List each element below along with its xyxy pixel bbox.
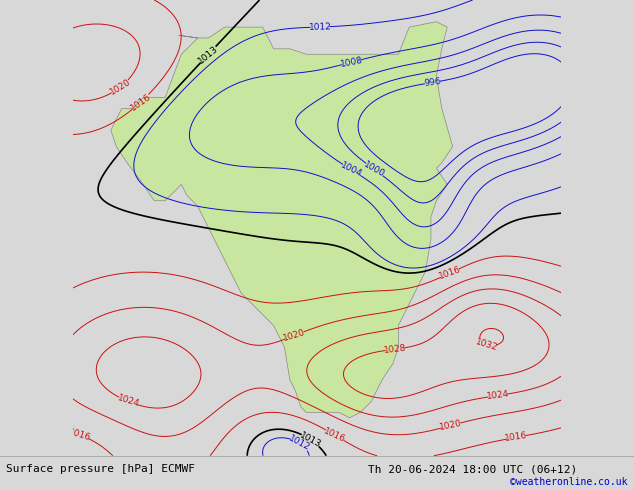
Text: 1016: 1016 — [437, 265, 462, 281]
Text: 1012: 1012 — [287, 434, 312, 453]
Text: 1016: 1016 — [323, 426, 347, 444]
Text: 1020: 1020 — [282, 328, 307, 343]
Text: 1013: 1013 — [298, 430, 323, 449]
Text: 1012: 1012 — [308, 22, 332, 32]
Text: Surface pressure [hPa] ECMWF: Surface pressure [hPa] ECMWF — [6, 465, 195, 474]
Polygon shape — [111, 22, 453, 417]
Text: 1020: 1020 — [439, 419, 463, 432]
Text: 1016: 1016 — [129, 92, 153, 112]
Text: 1028: 1028 — [383, 343, 406, 355]
Text: 996: 996 — [424, 77, 441, 88]
Text: 1032: 1032 — [475, 337, 499, 352]
Text: 1024: 1024 — [116, 394, 141, 409]
Text: 1020: 1020 — [108, 77, 133, 97]
Text: 1008: 1008 — [339, 55, 364, 69]
Text: 1000: 1000 — [362, 160, 387, 179]
Text: 1004: 1004 — [339, 161, 364, 179]
Text: 1016: 1016 — [504, 431, 528, 443]
Text: 1016: 1016 — [67, 427, 92, 442]
Text: 1024: 1024 — [486, 390, 509, 401]
Text: ©weatheronline.co.uk: ©weatheronline.co.uk — [510, 477, 628, 487]
Text: 1013: 1013 — [197, 44, 220, 65]
Text: Th 20-06-2024 18:00 UTC (06+12): Th 20-06-2024 18:00 UTC (06+12) — [368, 465, 577, 474]
